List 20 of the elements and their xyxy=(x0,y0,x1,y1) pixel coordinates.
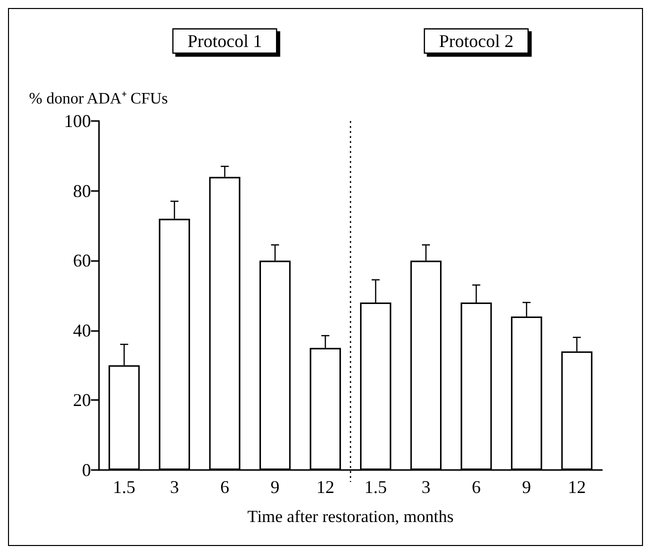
x-tick-label: 12 xyxy=(568,477,586,497)
y-tick-label: 40 xyxy=(73,320,91,340)
text: Protocol 2 xyxy=(439,31,514,51)
x-tick-label: 12 xyxy=(316,477,334,497)
text: Protocol 1 xyxy=(188,31,262,51)
y-tick-label: 0 xyxy=(82,460,91,480)
y-axis-title: % donor ADA⁺ CFUs xyxy=(29,90,168,108)
y-tick-label: 60 xyxy=(73,250,91,271)
x-tick-label: 3 xyxy=(170,477,179,497)
x-tick-label: 6 xyxy=(220,477,230,497)
y-tick-label: 100 xyxy=(64,111,91,131)
x-tick-label: 9 xyxy=(522,477,532,497)
x-tick-label: 1.5 xyxy=(364,477,387,497)
x-tick-label: 6 xyxy=(472,477,481,497)
x-axis-title: Time after restoration, months xyxy=(247,507,454,526)
x-tick-label: 3 xyxy=(421,477,430,497)
x-tick-label: 9 xyxy=(270,477,280,497)
y-tick-label: 20 xyxy=(73,390,91,410)
y-tick-label: 80 xyxy=(73,180,91,201)
x-tick-label: 1.5 xyxy=(112,477,136,497)
